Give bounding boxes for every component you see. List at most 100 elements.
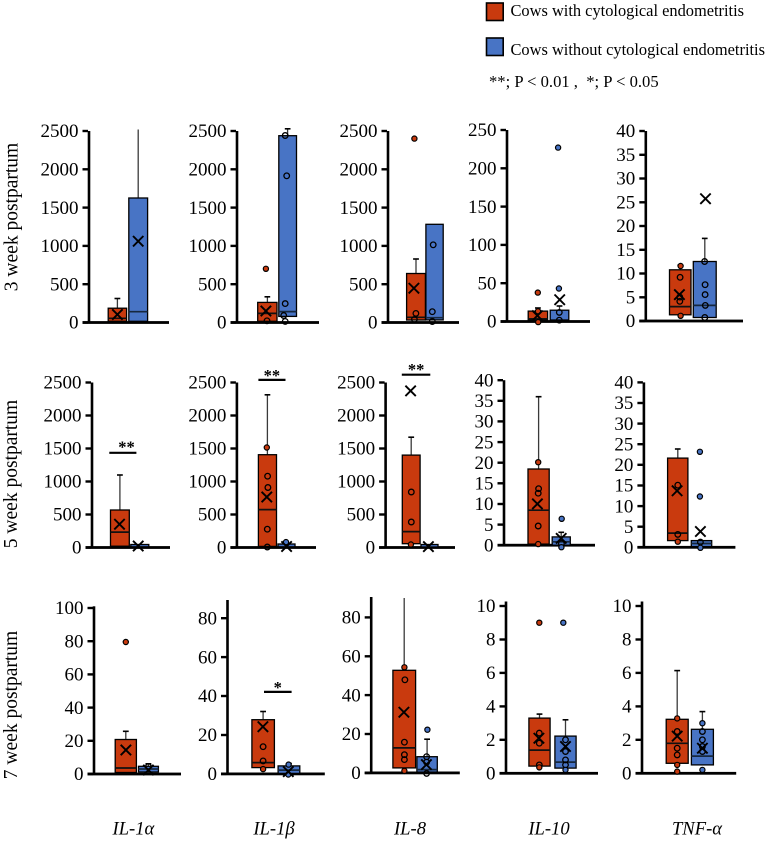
svg-text:40: 40	[616, 121, 635, 142]
svg-text:20: 20	[342, 724, 361, 745]
svg-text:40: 40	[342, 685, 361, 706]
svg-text:10: 10	[475, 494, 494, 515]
svg-text:IL-10: IL-10	[527, 819, 570, 840]
svg-text:6: 6	[622, 663, 632, 684]
svg-text:*: *	[274, 678, 282, 697]
svg-text:1000: 1000	[340, 236, 378, 257]
svg-text:25: 25	[475, 432, 494, 453]
svg-text:2500: 2500	[189, 121, 227, 142]
svg-text:1500: 1500	[44, 439, 82, 460]
svg-text:0: 0	[622, 764, 632, 785]
svg-text:500: 500	[53, 505, 82, 526]
svg-text:1000: 1000	[188, 472, 226, 493]
svg-text:10: 10	[613, 596, 632, 617]
svg-text:4: 4	[622, 697, 632, 718]
svg-text:4: 4	[486, 697, 496, 718]
svg-text:1000: 1000	[189, 236, 227, 257]
svg-text:2500: 2500	[340, 121, 378, 142]
svg-text:100: 100	[55, 598, 84, 619]
svg-text:40: 40	[475, 370, 494, 391]
svg-text:10: 10	[477, 596, 496, 617]
svg-text:30: 30	[616, 169, 635, 190]
svg-text:35: 35	[475, 391, 494, 412]
svg-text:**: **	[408, 360, 425, 379]
svg-text:0: 0	[368, 313, 378, 334]
svg-text:0: 0	[217, 313, 227, 334]
svg-text:7 week postpartum: 7 week postpartum	[1, 631, 22, 779]
svg-text:100: 100	[468, 235, 497, 256]
svg-text:25: 25	[616, 192, 635, 213]
svg-text:500: 500	[349, 274, 378, 295]
svg-text:**; P < 0.01 , *; P < 0.05: **; P < 0.01 , *; P < 0.05	[489, 72, 659, 91]
svg-text:20: 20	[65, 731, 84, 752]
svg-text:20: 20	[614, 455, 633, 476]
svg-text:0: 0	[624, 538, 634, 559]
svg-text:3 week postpartum: 3 week postpartum	[2, 143, 23, 291]
svg-text:80: 80	[65, 631, 84, 652]
svg-text:15: 15	[614, 476, 633, 497]
svg-text:60: 60	[198, 647, 217, 668]
svg-text:500: 500	[347, 505, 376, 526]
svg-text:20: 20	[198, 725, 217, 746]
svg-text:20: 20	[475, 453, 494, 474]
svg-text:6: 6	[486, 663, 496, 684]
svg-text:2000: 2000	[340, 160, 378, 181]
svg-text:250: 250	[468, 120, 497, 141]
svg-text:2000: 2000	[44, 406, 82, 427]
svg-text:25: 25	[614, 434, 633, 455]
svg-text:1500: 1500	[41, 198, 79, 219]
svg-text:8: 8	[622, 630, 632, 651]
svg-text:0: 0	[208, 764, 218, 785]
svg-text:1000: 1000	[337, 472, 375, 493]
svg-text:30: 30	[475, 412, 494, 433]
svg-text:1500: 1500	[188, 439, 226, 460]
svg-text:0: 0	[366, 538, 376, 559]
svg-text:5: 5	[624, 517, 634, 538]
svg-text:2000: 2000	[41, 160, 79, 181]
svg-text:30: 30	[614, 414, 633, 435]
svg-text:40: 40	[65, 698, 84, 719]
svg-text:500: 500	[198, 505, 227, 526]
svg-text:40: 40	[198, 686, 217, 707]
svg-text:60: 60	[342, 647, 361, 668]
svg-text:1500: 1500	[340, 198, 378, 219]
svg-text:**: **	[118, 437, 135, 456]
svg-text:2500: 2500	[188, 373, 226, 394]
svg-text:2000: 2000	[188, 406, 226, 427]
svg-text:IL-8: IL-8	[393, 819, 427, 840]
svg-text:5 week postpartum: 5 week postpartum	[1, 400, 22, 548]
svg-text:1500: 1500	[189, 198, 227, 219]
svg-text:500: 500	[50, 274, 79, 295]
svg-text:**: **	[264, 366, 281, 385]
svg-text:2500: 2500	[337, 373, 375, 394]
svg-text:60: 60	[65, 665, 84, 686]
svg-text:150: 150	[468, 197, 497, 218]
svg-text:0: 0	[487, 312, 497, 333]
svg-text:500: 500	[198, 274, 227, 295]
svg-text:20: 20	[616, 216, 635, 237]
svg-text:2000: 2000	[189, 160, 227, 181]
svg-text:0: 0	[72, 538, 82, 559]
svg-text:35: 35	[616, 145, 635, 166]
svg-text:2: 2	[486, 730, 496, 751]
svg-text:1500: 1500	[337, 439, 375, 460]
svg-text:0: 0	[69, 313, 79, 334]
svg-text:5: 5	[626, 287, 636, 308]
svg-text:40: 40	[614, 373, 633, 394]
svg-text:0: 0	[74, 764, 84, 785]
svg-text:2: 2	[622, 730, 632, 751]
svg-text:200: 200	[468, 159, 497, 180]
svg-text:80: 80	[342, 608, 361, 629]
svg-text:Cows with cytological endometr: Cows with cytological endometritis	[511, 1, 745, 20]
svg-text:IL-1α: IL-1α	[112, 819, 156, 840]
svg-text:0: 0	[351, 763, 361, 784]
svg-text:5: 5	[484, 515, 494, 536]
svg-text:1000: 1000	[41, 236, 79, 257]
svg-text:TNF-α: TNF-α	[672, 819, 723, 840]
svg-text:0: 0	[484, 535, 494, 556]
svg-text:80: 80	[198, 608, 217, 629]
svg-text:1000: 1000	[44, 472, 82, 493]
svg-text:8: 8	[486, 630, 496, 651]
svg-text:15: 15	[616, 240, 635, 261]
svg-text:0: 0	[217, 538, 227, 559]
